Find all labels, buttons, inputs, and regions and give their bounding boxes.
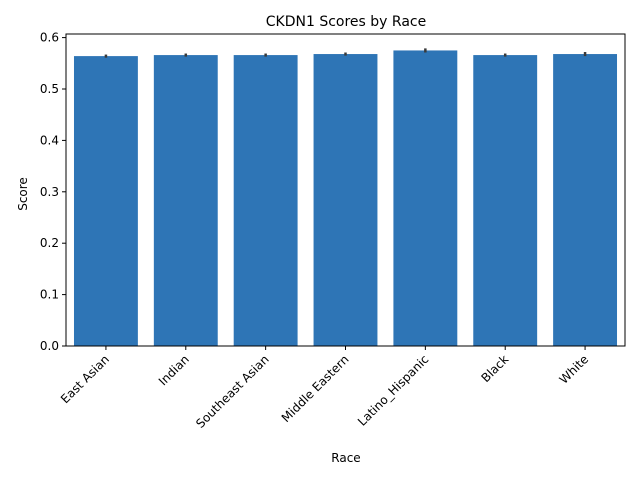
x-tick-label: White <box>557 352 592 387</box>
y-tick-label: 0.2 <box>40 236 59 250</box>
bars-layer <box>73 50 618 347</box>
y-tick-label: 0.0 <box>40 339 59 353</box>
y-axis: 0.0 0.1 0.2 0.3 0.4 0.5 0.6 <box>40 31 66 353</box>
x-tick-label: Latino_Hispanic <box>355 352 431 428</box>
y-tick-label: 0.3 <box>40 185 59 199</box>
y-axis-label: Score <box>16 177 30 211</box>
x-tick-label: Southeast Asian <box>193 352 272 431</box>
x-tick-label: Black <box>478 352 511 385</box>
chart-title: CKDN1 Scores by Race <box>266 14 426 30</box>
bar-latino-hispanic <box>393 50 458 346</box>
x-axis-label: Race <box>331 451 360 465</box>
bar-southeast-asian <box>233 55 298 347</box>
bar-white <box>553 54 618 346</box>
x-tick-label: East Asian <box>58 352 112 406</box>
bar-indian <box>153 55 218 347</box>
y-tick-label: 0.4 <box>40 133 59 147</box>
x-axis: East Asian Indian Southeast Asian Middle Ea… <box>58 346 591 431</box>
plot-frame <box>65 33 626 347</box>
x-tick-label: Indian <box>156 352 192 388</box>
y-tick-label: 0.1 <box>40 288 59 302</box>
bar-east-asian <box>73 56 138 346</box>
y-tick-label: 0.5 <box>40 82 59 96</box>
error-bars-layer <box>104 48 587 58</box>
y-tick-label: 0.6 <box>40 31 59 45</box>
x-tick-label: Middle Eastern <box>279 352 352 425</box>
bar-middle-eastern <box>313 54 378 346</box>
bar-black <box>473 55 538 347</box>
